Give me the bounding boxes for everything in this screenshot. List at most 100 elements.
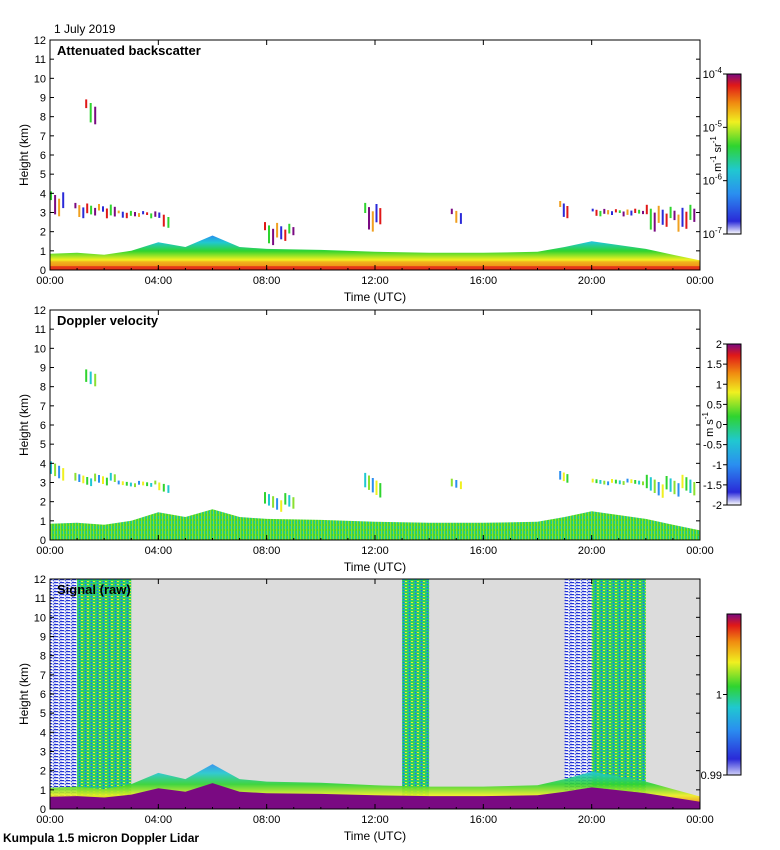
cloud-echo bbox=[677, 214, 680, 232]
cloud-echo bbox=[559, 201, 562, 207]
y-tick-label: 4 bbox=[40, 188, 46, 200]
x-tick-label: 00:00 bbox=[686, 814, 714, 826]
x-tick-label: 20:00 bbox=[578, 545, 606, 557]
cloud-echo bbox=[375, 204, 378, 223]
cloud-echo bbox=[455, 210, 458, 223]
cloud-echo bbox=[611, 211, 613, 215]
cloud-velocity bbox=[264, 492, 266, 504]
cloud-velocity bbox=[74, 472, 77, 481]
cloud-echo bbox=[566, 206, 569, 219]
y-tick-label: 3 bbox=[40, 208, 46, 220]
cloud-velocity bbox=[645, 474, 648, 489]
cloud-echo bbox=[284, 229, 287, 241]
y-tick-label: 7 bbox=[40, 670, 46, 682]
cloud-velocity bbox=[142, 481, 145, 486]
cloud-echo bbox=[142, 211, 145, 215]
cloud-echo bbox=[154, 211, 157, 217]
colorbar-unit-label: m s-1 bbox=[701, 412, 716, 437]
cloud-velocity bbox=[162, 483, 165, 492]
cloud-echo bbox=[599, 210, 602, 217]
cloud-echo bbox=[630, 210, 633, 216]
cloud-velocity bbox=[657, 482, 660, 496]
noise-band-green bbox=[591, 579, 646, 809]
y-tick-label: 12 bbox=[34, 35, 46, 47]
cloud-echo bbox=[661, 209, 664, 225]
y-tick-label: 2 bbox=[40, 766, 46, 778]
y-axis-label: Height (km) bbox=[17, 663, 31, 725]
y-tick-label: 9 bbox=[40, 93, 46, 105]
cloud-velocity bbox=[150, 483, 153, 487]
cloud-echo bbox=[117, 210, 120, 214]
colorbar-tick-label: 1 bbox=[716, 690, 722, 702]
cloud-echo bbox=[649, 208, 652, 230]
y-tick-label: 3 bbox=[40, 747, 46, 759]
cloud-echo bbox=[125, 212, 128, 219]
cloud-velocity bbox=[272, 496, 275, 508]
cloud-echo bbox=[54, 195, 57, 215]
y-tick-label: 7 bbox=[40, 131, 46, 143]
colorbar-tick-label: 1 bbox=[716, 379, 722, 391]
colorbar bbox=[726, 613, 742, 776]
y-tick-label: 7 bbox=[40, 401, 46, 413]
cloud-echo bbox=[591, 208, 594, 212]
cloud-echo bbox=[292, 227, 295, 236]
cloud-velocity bbox=[566, 474, 569, 483]
cloud-echo bbox=[94, 106, 97, 125]
panel-title: Signal (raw) bbox=[57, 582, 131, 597]
cloud-velocity bbox=[689, 479, 692, 493]
cloud-velocity bbox=[559, 471, 562, 480]
cloud-echo bbox=[58, 198, 61, 217]
cloud-echo bbox=[158, 212, 161, 218]
y-tick-label: 5 bbox=[40, 439, 46, 451]
cloud-velocity bbox=[364, 472, 367, 488]
cloud-velocity bbox=[138, 480, 140, 485]
cloud-velocity bbox=[158, 482, 161, 491]
cloud-echo bbox=[113, 206, 116, 217]
colorbar-tick-label: 2 bbox=[716, 339, 722, 351]
y-tick-label: 10 bbox=[34, 73, 46, 85]
noise-band-green bbox=[77, 579, 132, 809]
y-tick-label: 0 bbox=[40, 265, 46, 277]
cloud-velocity bbox=[562, 472, 565, 482]
cloud-velocity bbox=[276, 498, 279, 510]
x-tick-label: 16:00 bbox=[470, 814, 498, 826]
y-tick-label: 4 bbox=[40, 727, 46, 739]
cloud-velocity bbox=[62, 468, 65, 481]
x-axis-label: Time (UTC) bbox=[344, 560, 406, 574]
x-axis-label: Time (UTC) bbox=[344, 829, 406, 843]
cloud-echo bbox=[657, 205, 660, 223]
cloud-velocity bbox=[677, 483, 680, 497]
cloud-echo bbox=[90, 205, 93, 215]
colorbar-tick-label: 10-6 bbox=[703, 173, 723, 188]
cloud-velocity bbox=[58, 465, 61, 479]
cloud-velocity bbox=[154, 480, 157, 485]
y-tick-label: 5 bbox=[40, 708, 46, 720]
cloud-velocity bbox=[685, 477, 688, 491]
y-tick-label: 6 bbox=[40, 689, 46, 701]
cloud-velocity bbox=[665, 476, 668, 490]
cloud-echo bbox=[62, 192, 65, 209]
cloud-echo bbox=[673, 210, 676, 221]
cloud-echo bbox=[105, 208, 108, 219]
cloud-velocity bbox=[94, 373, 97, 387]
x-tick-label: 04:00 bbox=[145, 275, 173, 287]
y-axis-label: Height (km) bbox=[17, 124, 31, 186]
cloud-echo bbox=[94, 207, 97, 216]
y-tick-label: 9 bbox=[40, 632, 46, 644]
cloud-echo bbox=[280, 226, 283, 240]
x-tick-label: 00:00 bbox=[36, 275, 64, 287]
cloud-velocity bbox=[82, 475, 85, 484]
cloud-echo bbox=[645, 204, 648, 215]
cloud-velocity bbox=[113, 474, 116, 482]
plot-area bbox=[50, 310, 700, 540]
cloud-echo bbox=[364, 202, 367, 213]
cloud-velocity bbox=[450, 478, 453, 487]
cloud-velocity bbox=[614, 479, 617, 484]
x-tick-label: 16:00 bbox=[470, 545, 498, 557]
y-tick-label: 4 bbox=[40, 458, 46, 470]
cloud-velocity bbox=[638, 480, 641, 485]
cloud-velocity bbox=[129, 482, 132, 487]
cloud-velocity bbox=[280, 500, 283, 512]
